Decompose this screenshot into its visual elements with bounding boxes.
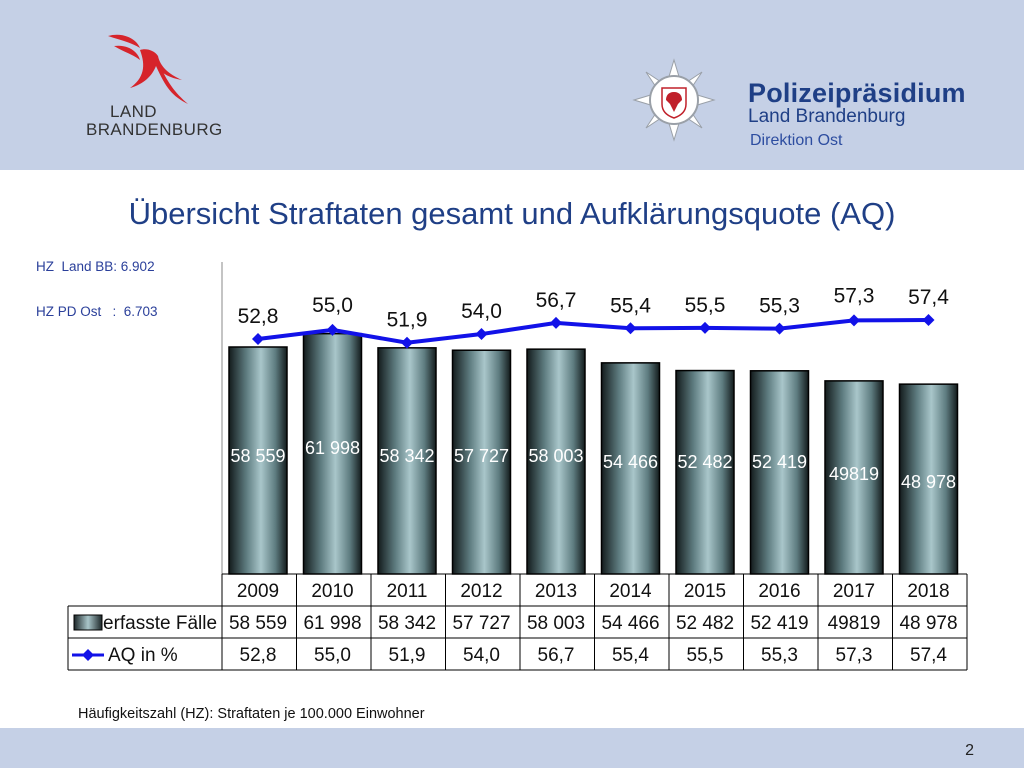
year-label-2010: 2010 (311, 581, 353, 602)
year-label-2015: 2015 (684, 581, 726, 602)
aq-label-2012: 54,0 (461, 300, 502, 323)
aq-point-2014 (624, 322, 637, 335)
table-cases-2011: 58 342 (378, 613, 436, 634)
table-aq-2009: 52,8 (240, 645, 277, 666)
legend-bar-key (73, 614, 103, 631)
table-cases-2009: 58 559 (229, 613, 287, 634)
bar-2015 (675, 369, 735, 575)
bar-2012 (451, 349, 512, 575)
aq-point-2013 (550, 316, 562, 329)
year-label-2016: 2016 (758, 581, 800, 602)
bar-2014 (600, 362, 661, 575)
hz-pd-note: HZ PD Ost : 6.703 (36, 304, 158, 319)
aq-point-2009 (252, 333, 264, 345)
table-cases-2010: 61 998 (303, 613, 361, 634)
aq-point-2011 (401, 336, 413, 349)
table-cases-2016: 52 419 (750, 613, 808, 634)
bar-label-2012: 57 727 (454, 446, 509, 466)
aq-point-2016 (773, 322, 786, 335)
aq-point-2012 (475, 328, 488, 341)
table-aq-2011: 51,9 (389, 645, 426, 666)
year-label-2012: 2012 (460, 581, 502, 602)
aq-label-2011: 51,9 (387, 309, 428, 332)
bar-label-2011: 58 342 (379, 446, 434, 466)
table-aq-2010: 55,0 (314, 645, 351, 666)
aq-label-2015: 55,5 (685, 294, 726, 317)
brandenburg-eagle-logo (108, 34, 188, 104)
table-aq-2017: 57,3 (836, 645, 873, 666)
page-number: 2 (965, 742, 974, 759)
year-label-2017: 2017 (833, 581, 875, 602)
legend-label-aq: AQ in % (108, 645, 178, 666)
aq-line (257, 318, 929, 345)
bar-label-2017: 49819 (829, 464, 879, 484)
footnote: Häufigkeitszahl (HZ): Straftaten je 100.… (78, 706, 425, 722)
hz-land-note: HZ Land BB: 6.902 (36, 259, 155, 274)
chart-title: Übersicht Straftaten gesamt und Aufkläru… (128, 196, 896, 231)
table-aq-2018: 57,4 (910, 645, 947, 666)
year-label-2011: 2011 (387, 581, 428, 602)
year-label-2014: 2014 (609, 581, 652, 602)
aq-label-2013: 56,7 (536, 289, 577, 312)
bar-2018 (898, 383, 959, 575)
legend-label-cases: erfasste Fälle (103, 613, 217, 634)
table-cases-2012: 57 727 (452, 613, 510, 634)
bar-label-2015: 52 482 (677, 452, 732, 472)
bar-2011 (377, 347, 437, 575)
bar-2010 (302, 332, 363, 575)
table-aq-2014: 55,4 (612, 645, 649, 666)
bar-2016 (749, 370, 810, 575)
org-direction: Direktion Ost (750, 132, 843, 149)
bar-2009 (228, 346, 288, 575)
header-band (0, 0, 1024, 170)
year-label-2013: 2013 (535, 581, 577, 602)
table-cases-2015: 52 482 (676, 613, 734, 634)
footer-band (0, 728, 1024, 768)
table-cases-2014: 54 466 (601, 613, 659, 634)
table-cases-2017: 49819 (828, 613, 881, 634)
bar-label-2016: 52 419 (752, 452, 807, 472)
table-cases-2013: 58 003 (527, 613, 585, 634)
aq-label-2009: 52,8 (238, 305, 279, 328)
bar-label-2014: 54 466 (603, 452, 658, 472)
table-aq-2013: 56,7 (538, 645, 575, 666)
year-label-2018: 2018 (907, 581, 949, 602)
table-cases-2018: 48 978 (899, 613, 957, 634)
aq-point-2010 (326, 323, 339, 336)
bar-label-2018: 48 978 (901, 472, 956, 492)
aq-label-2014: 55,4 (610, 294, 651, 317)
org-subtitle: Land Brandenburg (748, 106, 906, 127)
aq-point-2015 (699, 321, 711, 334)
combo-chart: 58 559 61 998 58 342 57 727 58 003 54 466 52 4… (67, 262, 968, 671)
aq-label-2010: 55,0 (312, 294, 353, 317)
brand-line-2: BRANDENBURG (86, 120, 223, 139)
aq-label-2016: 55,3 (759, 295, 800, 318)
aq-label-2018: 57,4 (908, 286, 949, 309)
org-title: Polizeipräsidium (748, 78, 966, 108)
aq-point-2017 (848, 314, 860, 327)
bar-label-2009: 58 559 (230, 446, 285, 466)
brand-line-1: LAND (110, 102, 157, 121)
aq-point-2018 (922, 314, 935, 326)
aq-label-2017: 57,3 (834, 284, 875, 307)
table-aq-2015: 55,5 (687, 645, 724, 666)
police-star-emblem (632, 58, 716, 142)
bar-label-2010: 61 998 (305, 438, 360, 458)
table-aq-2016: 55,3 (761, 645, 798, 666)
table-aq-2012: 54,0 (463, 645, 500, 666)
legend-line-marker (82, 649, 94, 661)
bar-2013 (526, 348, 586, 575)
year-label-2009: 2009 (237, 581, 279, 602)
bar-label-2013: 58 003 (528, 446, 583, 466)
